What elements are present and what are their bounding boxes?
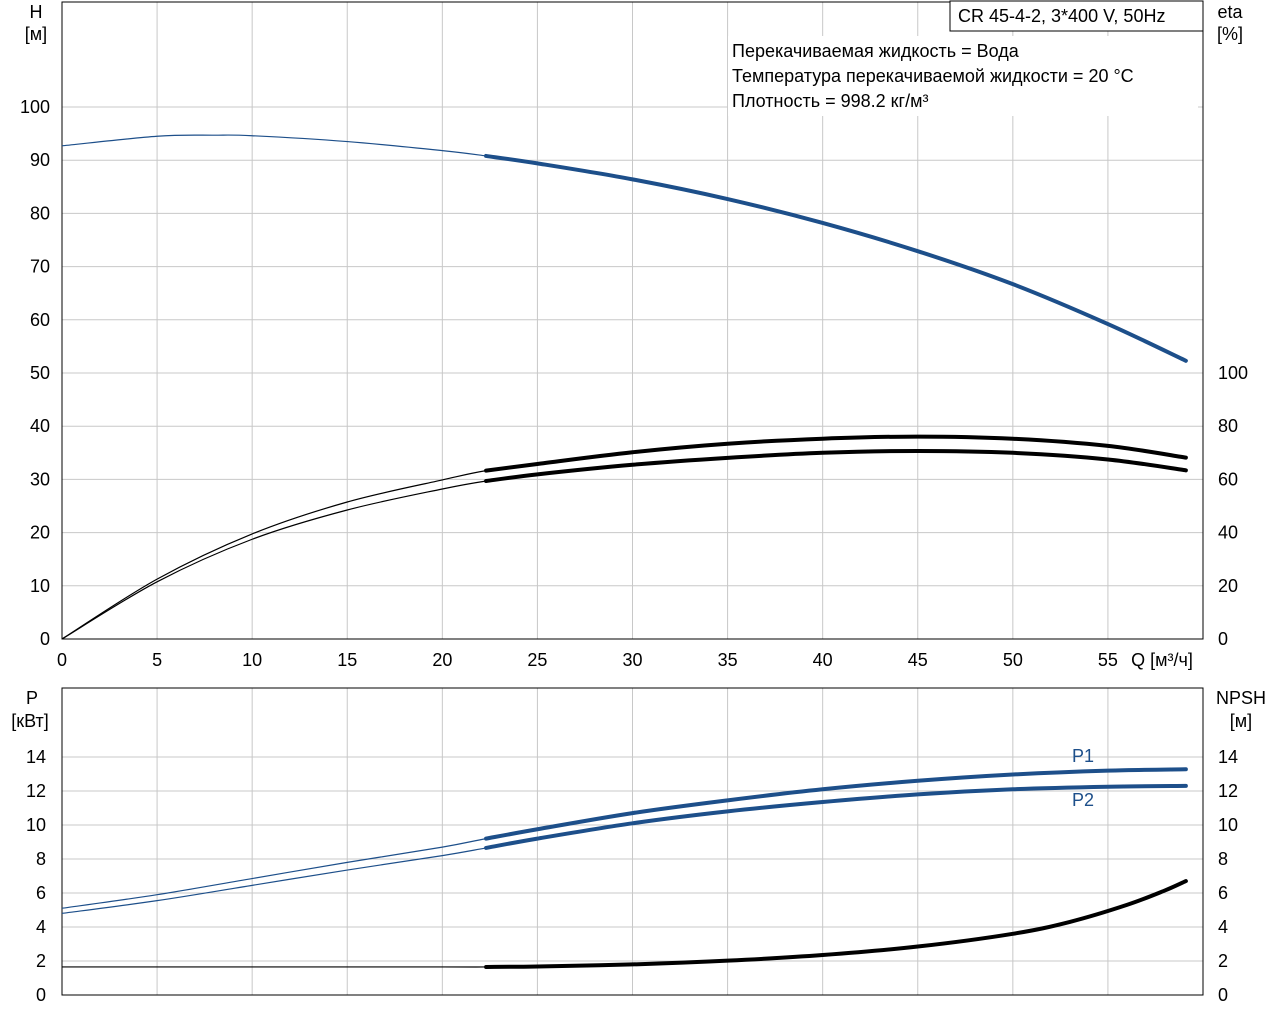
series-h-bold: [484, 153, 1188, 363]
y-tick-label-left-top: 0: [40, 629, 50, 649]
y-tick-label-right-top: 80: [1218, 416, 1238, 436]
y-tick-label-left-bottom: 4: [36, 917, 46, 937]
x-tick-label: 55: [1098, 650, 1118, 670]
info-background: [728, 36, 1198, 116]
y-tick-label-right-bottom: 10: [1218, 815, 1238, 835]
y-tick-label-left-top: 50: [30, 363, 50, 383]
y-tick-label-left-top: 60: [30, 310, 50, 330]
x-tick-label: 5: [152, 650, 162, 670]
y-tick-label-left-top: 70: [30, 257, 50, 277]
top-right-axis-label-2: [%]: [1217, 24, 1243, 44]
y-tick-label-left-bottom: 14: [26, 747, 46, 767]
y-tick-label-left-bottom: 8: [36, 849, 46, 869]
top-left-axis-label-2: [м]: [25, 24, 47, 44]
bottom-right-axis-label-1: NPSH: [1216, 688, 1266, 708]
series-npsh-bold: [484, 879, 1188, 969]
x-tick-label: 30: [622, 650, 642, 670]
y-tick-label-right-top: 60: [1218, 469, 1238, 489]
y-tick-label-right-top: 0: [1218, 629, 1228, 649]
y-tick-label-right-top: 40: [1218, 523, 1238, 543]
y-tick-label-right-bottom: 2: [1218, 951, 1228, 971]
top-left-axis-label-1: H: [30, 2, 43, 22]
bottom-left-axis-label-1: P: [26, 688, 38, 708]
y-tick-label-left-top: 90: [30, 150, 50, 170]
y-tick-label-left-top: 100: [20, 97, 50, 117]
x-tick-label: 35: [718, 650, 738, 670]
y-tick-label-left-bottom: 10: [26, 815, 46, 835]
x-tick-label: 15: [337, 650, 357, 670]
y-tick-label-left-bottom: 6: [36, 883, 46, 903]
x-tick-label: 40: [813, 650, 833, 670]
bottom-right-axis-label-2: [м]: [1230, 711, 1252, 731]
y-tick-label-right-bottom: 6: [1218, 883, 1228, 903]
x-tick-label: 20: [432, 650, 452, 670]
series-eta-upper-bold: [484, 434, 1188, 473]
series-eta-lower-bold: [484, 448, 1188, 483]
y-tick-label-right-top: 20: [1218, 576, 1238, 596]
y-tick-label-left-top: 30: [30, 469, 50, 489]
x-tick-label: 45: [908, 650, 928, 670]
series-layer: [61, 134, 1188, 969]
y-tick-label-right-bottom: 8: [1218, 849, 1228, 869]
y-tick-label-left-bottom: 12: [26, 781, 46, 801]
info-line-density: Плотность = 998.2 кг/м³: [732, 91, 928, 111]
x-tick-label: 50: [1003, 650, 1023, 670]
y-tick-label-right-bottom: 12: [1218, 781, 1238, 801]
title-box-text: CR 45-4-2, 3*400 V, 50Hz: [958, 6, 1165, 26]
y-tick-label-right-bottom: 4: [1218, 917, 1228, 937]
x-tick-label: 25: [527, 650, 547, 670]
info-line-temperature: Температура перекачиваемой жидкости = 20…: [732, 66, 1134, 86]
y-tick-label-left-top: 80: [30, 203, 50, 223]
series-label-p2: P2: [1072, 790, 1094, 810]
title-box: [949, 0, 1204, 32]
info-line-fluid: Перекачиваемая жидкость = Вода: [732, 41, 1020, 61]
y-tick-label-right-bottom: 14: [1218, 747, 1238, 767]
y-tick-label-right-top: 100: [1218, 363, 1248, 383]
top-right-axis-label-1: eta: [1217, 2, 1243, 22]
series-p2-bold: [484, 783, 1188, 850]
y-tick-label-left-top: 40: [30, 416, 50, 436]
bottom-plot-frame: [61, 687, 1204, 996]
x-axis-label: Q [м³/ч]: [1131, 650, 1193, 670]
series-npsh-thin: [62, 880, 1187, 968]
plot-frames: [61, 1, 1204, 996]
series-label-p1: P1: [1072, 746, 1094, 766]
y-tick-label-left-top: 10: [30, 576, 50, 596]
top-plot-frame: [61, 1, 1204, 640]
series-h-thin: [61, 134, 1187, 362]
series-p2-thin: [61, 785, 1186, 914]
series-p1-bold: [484, 767, 1188, 841]
x-tick-label: 10: [242, 650, 262, 670]
bottom-left-axis-label-2: [кВт]: [11, 711, 49, 731]
y-tick-label-right-bottom: 0: [1218, 985, 1228, 1005]
y-tick-label-left-top: 20: [30, 523, 50, 543]
y-tick-label-left-bottom: 0: [36, 985, 46, 1005]
y-tick-label-left-bottom: 2: [36, 951, 46, 971]
x-tick-label: 0: [57, 650, 67, 670]
grid-layer: [62, 2, 1203, 995]
